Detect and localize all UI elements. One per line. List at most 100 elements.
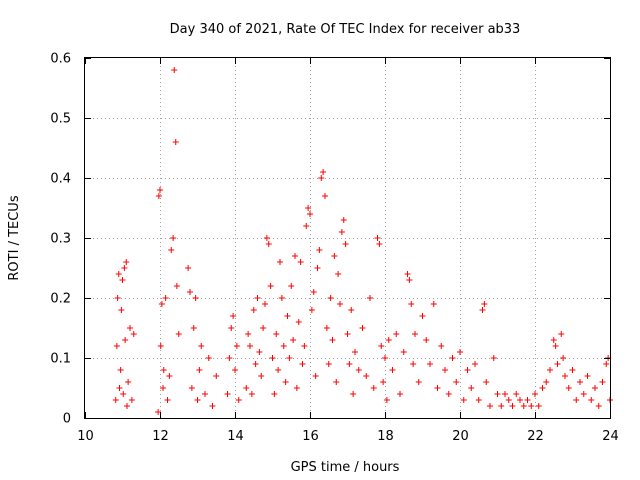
data-point (112, 397, 119, 403)
data-point (187, 289, 193, 295)
data-point (539, 385, 546, 391)
data-point (468, 385, 475, 391)
data-point (535, 403, 542, 409)
data-point (479, 307, 486, 313)
data-point (323, 325, 330, 331)
data-point (226, 355, 233, 361)
data-point (335, 271, 342, 277)
data-point (232, 367, 238, 373)
data-point (320, 169, 327, 175)
data-point (419, 313, 426, 319)
data-point (352, 349, 358, 355)
data-points (112, 67, 613, 415)
data-point (247, 343, 253, 349)
data-point (498, 403, 505, 409)
data-point (116, 385, 123, 391)
data-point (374, 235, 381, 241)
data-point (286, 355, 293, 361)
data-point (350, 391, 357, 397)
data-point (355, 367, 362, 373)
data-point (325, 361, 332, 367)
data-point (119, 277, 126, 283)
data-point (592, 385, 598, 391)
data-point (487, 403, 493, 409)
plot-frame (84, 57, 611, 419)
data-point (573, 397, 580, 403)
data-point (130, 331, 137, 337)
data-point (277, 259, 283, 265)
x-tick-label: 12 (152, 429, 169, 444)
data-point (550, 337, 557, 343)
data-point (331, 253, 338, 259)
data-point (155, 193, 162, 199)
data-point (280, 343, 287, 349)
data-point (400, 349, 407, 355)
data-point (376, 241, 383, 247)
data-point (160, 367, 167, 373)
data-point (260, 325, 267, 331)
data-point (346, 361, 353, 367)
data-point (185, 265, 192, 271)
data-point (292, 253, 298, 259)
data-point (380, 379, 387, 385)
data-point (599, 379, 606, 385)
data-point (162, 295, 169, 301)
y-tick-label: 0.6 (50, 52, 71, 67)
data-point (558, 331, 565, 337)
data-point (528, 403, 535, 409)
x-tick-label: 24 (602, 429, 619, 444)
grid-lines (85, 58, 610, 418)
data-point (502, 391, 508, 397)
data-point (172, 139, 179, 145)
data-point (560, 355, 567, 361)
data-point (209, 403, 216, 409)
y-tick-label: 0.2 (50, 292, 71, 307)
y-axis-label: ROTI / TECUs (7, 195, 22, 280)
data-point (164, 397, 171, 403)
data-point (505, 397, 512, 403)
data-point (194, 397, 201, 403)
y-axis-ticks: 0 0.1 0.2 0.3 0.4 0.5 0.6 (50, 52, 610, 427)
data-point (307, 211, 313, 217)
data-point (284, 313, 291, 319)
data-point (569, 367, 576, 373)
data-point (385, 337, 392, 343)
data-point (322, 193, 328, 199)
data-point (460, 397, 467, 403)
data-point (348, 307, 355, 313)
data-point (584, 373, 591, 379)
data-point (554, 361, 561, 367)
data-point (427, 361, 433, 367)
data-point (577, 379, 583, 385)
data-point (250, 307, 257, 313)
data-point (449, 355, 456, 361)
y-tick-label: 0.5 (50, 112, 71, 127)
data-point (299, 361, 306, 367)
data-point (248, 391, 255, 397)
data-point (464, 367, 471, 373)
data-point (275, 367, 282, 373)
data-point (318, 175, 325, 181)
data-point (310, 289, 317, 295)
data-point (453, 379, 460, 385)
data-point (412, 331, 418, 337)
data-point (256, 349, 263, 355)
data-point (125, 379, 132, 385)
data-point (170, 235, 177, 241)
data-point (344, 331, 351, 337)
x-tick-label: 20 (452, 429, 469, 444)
data-point (404, 271, 411, 277)
data-point (490, 355, 497, 361)
data-point (383, 397, 390, 403)
x-axis-label: GPS time / hours (291, 460, 400, 475)
data-point (128, 397, 135, 403)
data-point (228, 325, 235, 331)
data-point (123, 259, 130, 265)
data-point (565, 385, 572, 391)
data-point (603, 361, 610, 367)
data-point (370, 385, 377, 391)
data-point (457, 349, 463, 355)
data-point (245, 331, 252, 337)
data-point (410, 361, 417, 367)
data-point (423, 337, 430, 343)
